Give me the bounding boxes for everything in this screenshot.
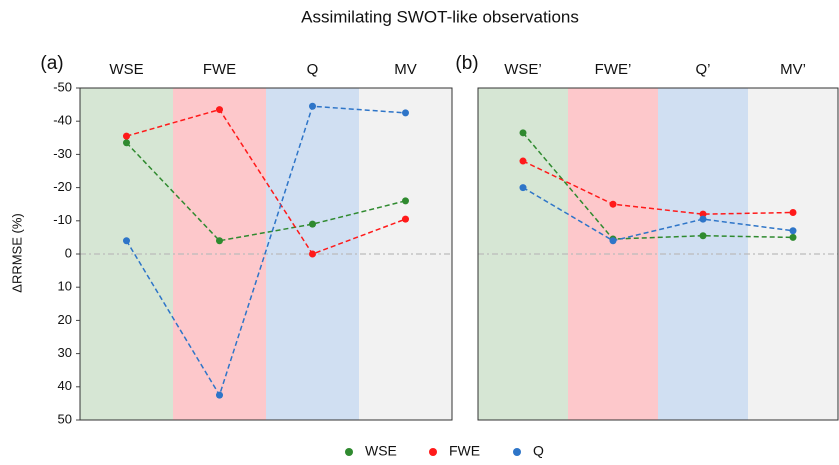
series-line (522, 186, 794, 242)
legend-marker (429, 448, 437, 456)
legend-marker (345, 448, 353, 456)
y-tick-label: 40 (58, 378, 72, 393)
data-point (402, 215, 409, 223)
series-line (126, 108, 406, 255)
category-label: FWE’ (595, 61, 632, 78)
series-line (125, 142, 406, 242)
category-label: MV (394, 61, 417, 78)
series-line (522, 132, 794, 240)
data-point (309, 220, 316, 228)
data-point (216, 237, 223, 245)
series-line (125, 105, 406, 397)
data-point (309, 250, 316, 258)
data-point (699, 232, 707, 240)
data-point (519, 157, 527, 165)
data-point (519, 129, 527, 137)
data-point (789, 227, 797, 235)
data-point (789, 209, 797, 216)
chart-title: Assimilating SWOT-like observations (301, 7, 579, 26)
y-tick-label: 50 (58, 411, 72, 426)
y-axis-label: ΔRRMSE (%) (9, 213, 24, 292)
category-label: Q (307, 61, 319, 78)
data-point (402, 109, 409, 117)
panel-label: (a) (40, 53, 63, 74)
data-point (519, 184, 527, 192)
data-point (309, 102, 316, 110)
data-point (789, 233, 797, 241)
legend-label: Q (533, 443, 544, 459)
panel-label: (b) (455, 53, 478, 74)
y-tick-label: -40 (53, 113, 72, 128)
y-tick-label: 20 (58, 312, 72, 327)
data-point (609, 200, 617, 208)
y-tick-label: 10 (58, 279, 72, 294)
data-point (123, 139, 130, 147)
y-tick-label: -50 (53, 79, 72, 94)
series-line (522, 160, 794, 215)
category-label: FWE (203, 61, 236, 78)
data-point (216, 106, 223, 114)
y-tick-label: 0 (65, 245, 72, 260)
y-tick-label: 30 (58, 345, 72, 360)
data-point (123, 132, 130, 140)
y-tick-label: -10 (53, 212, 72, 227)
data-point (699, 215, 707, 223)
category-label: WSE (109, 61, 143, 78)
data-point (609, 237, 617, 245)
category-label: Q’ (696, 61, 711, 78)
data-point (123, 237, 130, 245)
y-tick-label: -30 (53, 146, 72, 161)
plot-frame (79, 87, 453, 421)
data-point (699, 210, 707, 218)
category-label: WSE’ (504, 61, 542, 78)
data-point (402, 197, 409, 205)
legend-marker (513, 448, 521, 456)
plot-frame (477, 87, 839, 421)
y-tick-label: -20 (53, 179, 72, 194)
legend-label: FWE (449, 443, 480, 459)
data-point (216, 391, 223, 399)
category-label: MV’ (780, 61, 806, 78)
legend-label: WSE (365, 443, 397, 459)
